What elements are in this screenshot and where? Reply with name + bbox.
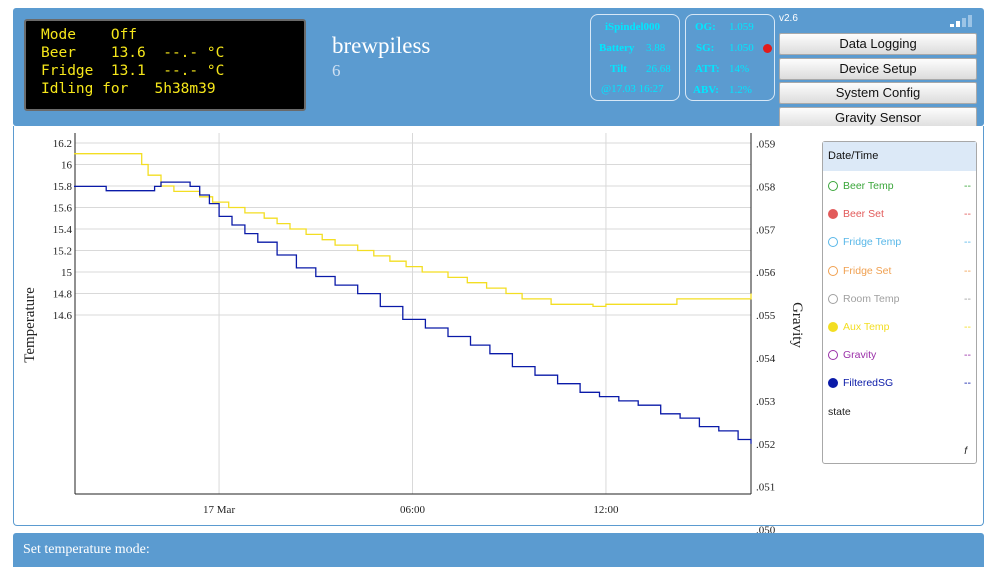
legend-item-label: FilteredSG [843, 377, 894, 390]
y-tick-label: 16 [61, 160, 73, 172]
legend-item-label: Aux Temp [843, 321, 890, 333]
legend-item-label: Fridge Temp [843, 236, 902, 249]
og-label: OG: [695, 21, 716, 33]
spindel-name: iSpindel000 [605, 21, 661, 33]
y-tick-label: 14.8 [53, 289, 73, 301]
og-value: 1.059 [729, 21, 754, 33]
legend-marker-icon [828, 265, 838, 276]
legend-marker-icon [828, 181, 838, 191]
battery-label: Battery [599, 42, 635, 54]
y2-tick-label: .055 [756, 310, 776, 322]
x-tick-label: 12:00 [593, 504, 619, 516]
legend-item-label: Beer Temp [843, 180, 894, 192]
data-logging-button[interactable]: Data Logging [779, 33, 977, 55]
y2-tick-label: .057 [756, 224, 776, 236]
gravity-info-box: OG: 1.059 SG: 1.050 ATT: 14% ABV: 1.2% [685, 14, 775, 101]
lcd-line-beer: Beer 13.6 --.- °C [41, 45, 225, 61]
status-indicator-icon [763, 44, 772, 53]
legend-item-beer-temp[interactable]: Beer Temp -- [828, 179, 971, 193]
legend-marker-icon [828, 350, 838, 361]
y2-tick-label: .053 [756, 396, 776, 408]
legend-marker-icon [828, 378, 838, 389]
legend-item-fridge-set[interactable]: Fridge Set -- [828, 264, 971, 278]
legend-item-label: Beer Set [843, 208, 884, 221]
legend-item-room-temp[interactable]: Room Temp -- [828, 292, 971, 306]
app-title: brewpiless [332, 33, 431, 58]
legend-marker-icon [828, 209, 838, 220]
att-value: 14% [729, 63, 750, 75]
battery-value: 3.88 [646, 42, 666, 54]
y2-tick-label: .056 [756, 267, 776, 279]
y-tick-label: 16.2 [53, 138, 72, 150]
app-subtitle: 6 [332, 61, 341, 80]
lcd-display[interactable]: Mode Off Beer 13.6 --.- °C Fridge 13.1 -… [24, 19, 306, 111]
series-line-filteredsg [74, 181, 752, 444]
legend-marker-icon [828, 322, 838, 332]
chart-legend: Date/Time Beer Temp -- Beer Set -- Fridge Te… [822, 141, 977, 464]
legend-item-state[interactable]: state [828, 405, 971, 419]
legend-item-label: Fridge Set [843, 264, 892, 277]
device-setup-button[interactable]: Device Setup [779, 58, 977, 80]
legend-marker-icon [828, 237, 838, 248]
legend-item-value: -- [964, 292, 971, 305]
abv-label: ABV: [693, 84, 719, 96]
version-label: v2.6 [779, 13, 798, 24]
set-mode-panel-header[interactable]: Set temperature mode: [13, 533, 984, 567]
x-tick-label: 06:00 [400, 504, 426, 516]
legend-item-value: -- [964, 321, 971, 333]
y-tick-label: 15.4 [53, 224, 73, 236]
lcd-line-status: Idling for 5h38m39 [41, 81, 216, 97]
legend-item-aux-temp[interactable]: Aux Temp -- [828, 320, 971, 334]
lcd-line-fridge: Fridge 13.1 --.- °C [41, 63, 225, 79]
legend-item-value: -- [964, 377, 971, 390]
legend-item-label: Gravity [843, 349, 877, 362]
spindel-info-box: iSpindel000 Battery 3.88 Tilt 26.68 @17.… [590, 14, 680, 101]
legend-marker-icon [828, 293, 838, 304]
y-tick-label: 14.6 [53, 310, 73, 322]
legend-item-fridge-temp[interactable]: Fridge Temp -- [828, 235, 971, 249]
y-tick-label: 15.2 [53, 246, 72, 258]
sg-label: SG: [696, 42, 715, 54]
sg-value: 1.050 [729, 42, 754, 54]
y-tick-label: 15 [61, 267, 73, 279]
legend-item-beer-set[interactable]: Beer Set -- [828, 207, 971, 221]
legend-item-value: -- [964, 264, 971, 277]
x-tick-label: 17 Mar [203, 504, 235, 516]
legend-item-value: -- [964, 349, 971, 362]
legend-item-label: state [828, 405, 851, 418]
legend-item-value: -- [964, 180, 971, 192]
y2-tick-label: .058 [756, 181, 776, 193]
spindel-timestamp: @17.03 16:27 [601, 83, 664, 95]
lcd-line-mode: Mode Off [41, 27, 138, 43]
tilt-label: Tilt [610, 63, 627, 75]
legend-item-filteredsg[interactable]: FilteredSG -- [828, 376, 971, 390]
y2-tick-label: .059 [756, 139, 776, 151]
system-config-button[interactable]: System Config [779, 82, 977, 104]
legend-footer: f [964, 446, 967, 457]
wifi-signal-icon [950, 15, 972, 27]
legend-datetime: Date/Time [823, 142, 976, 171]
y2-tick-label: .051 [756, 482, 775, 494]
y2-tick-label: .052 [756, 439, 775, 451]
legend-item-gravity[interactable]: Gravity -- [828, 348, 971, 362]
legend-item-label: Room Temp [843, 292, 900, 305]
abv-value: 1.2% [729, 84, 752, 96]
tilt-value: 26.68 [646, 63, 671, 75]
legend-item-value: -- [964, 208, 971, 221]
y-axis-title: Temperature [22, 287, 38, 363]
y-tick-label: 15.8 [53, 181, 73, 193]
y-tick-label: 15.6 [53, 203, 73, 215]
att-label: ATT: [695, 63, 720, 75]
set-mode-title: Set temperature mode: [23, 542, 150, 557]
legend-item-value: -- [964, 236, 971, 249]
y2-axis-title: Gravity [789, 302, 805, 348]
y2-tick-label: .054 [756, 353, 776, 365]
